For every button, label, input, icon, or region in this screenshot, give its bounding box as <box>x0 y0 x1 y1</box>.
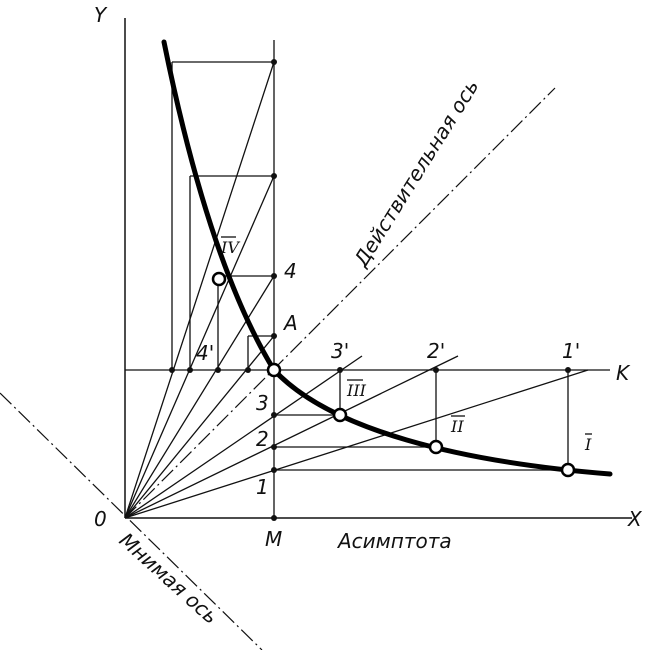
label-origin: 0 <box>94 507 107 531</box>
roman-label-iii: III <box>346 379 367 400</box>
hyperbola-curve <box>161 39 613 477</box>
label-real-axis: Действительная ось <box>348 75 483 271</box>
label-point-3-prime: 3' <box>331 339 349 363</box>
construction-dots <box>169 59 571 521</box>
curve-point-iv <box>211 271 227 287</box>
label-point-2: 2 <box>256 427 269 451</box>
label-point-3: 3 <box>256 391 269 415</box>
label-point-2-prime: 2' <box>427 339 445 363</box>
svg-text:III: III <box>346 381 367 400</box>
label-imaginary-axis: Мнимая ось <box>115 528 223 629</box>
curve-point-vertex <box>266 362 282 378</box>
roman-label-i: I <box>584 433 592 454</box>
roman-label-ii: II <box>450 415 465 436</box>
svg-text:I: I <box>584 435 592 454</box>
ray-5 <box>124 175 275 519</box>
label-point-1: 1 <box>256 475 269 499</box>
ray-3 <box>124 355 363 519</box>
roman-label-iv: IV <box>220 236 240 257</box>
label-k: K <box>616 361 631 385</box>
label-point-4: 4 <box>284 259 297 283</box>
ray-6 <box>124 61 275 519</box>
curve-point-iii <box>332 407 348 423</box>
ray-1 <box>124 369 589 519</box>
ray-7 <box>124 335 275 519</box>
label-point-4-prime: 4' <box>196 341 214 365</box>
ray-4 <box>124 275 275 519</box>
ray-2 <box>124 355 459 519</box>
real-axis-line <box>124 87 556 519</box>
label-y: Y <box>94 3 108 27</box>
curve-point-ii <box>428 439 444 455</box>
svg-text:II: II <box>450 417 464 436</box>
label-a: A <box>282 311 298 335</box>
curve-point-i <box>560 462 576 478</box>
label-asymptote: Асимптота <box>336 529 452 553</box>
label-x: X <box>627 507 643 531</box>
svg-text:IV: IV <box>220 238 240 257</box>
label-point-1-prime: 1' <box>562 339 580 363</box>
imaginary-axis-line <box>0 392 263 650</box>
label-m: M <box>265 527 282 551</box>
